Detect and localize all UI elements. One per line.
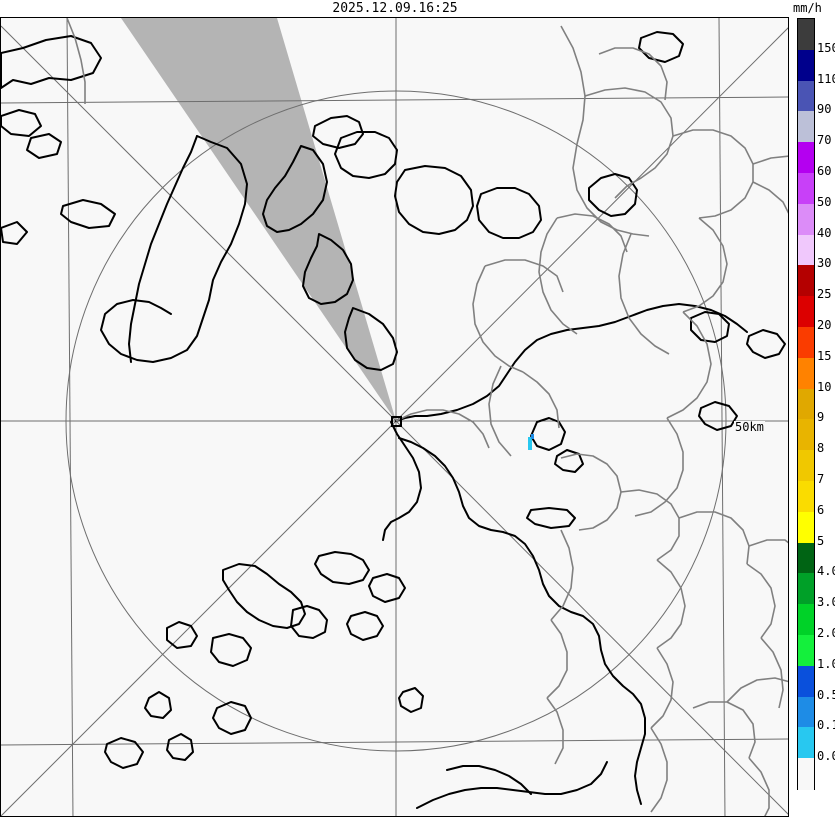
colorbar-tick-20: 20 xyxy=(817,318,832,332)
colorbar-tick-70: 70 xyxy=(817,133,832,148)
colorbar-tick-6: 6 xyxy=(817,502,825,517)
colorbar-band-40-50 xyxy=(798,203,814,236)
colorbar-band-0.5-1.0 xyxy=(798,665,814,698)
colorbar-band-0.1-0.5 xyxy=(798,696,814,728)
coastline-layer xyxy=(1,31,786,809)
colorbar-tick-9: 9 xyxy=(817,410,825,425)
colorbar-band-110-150 xyxy=(798,49,814,82)
radar-map-canvas[interactable] xyxy=(1,18,789,817)
colorbar-tick-3-0: 3.0 xyxy=(817,595,835,610)
colorbar-band-30-40 xyxy=(798,234,814,266)
colorbar-tick-25: 25 xyxy=(817,287,832,302)
colorbar[interactable] xyxy=(797,18,815,790)
radar-azimuth-spokes xyxy=(1,25,788,816)
colorbar-tick-60: 60 xyxy=(817,164,832,178)
colorbar-legend: mm/h 150 110 90 70 60 50 40 30 25 20 15 10 9 8 7 6 5 4.0 3… xyxy=(789,0,835,820)
colorbar-band-6-7 xyxy=(798,481,814,513)
colorbar-unit-label: mm/h xyxy=(793,1,822,15)
precipitation-echo-layer xyxy=(528,434,534,450)
colorbar-tick-4-0: 4.0 xyxy=(817,564,835,579)
colorbar-band-50-60 xyxy=(798,173,814,205)
colorbar-band-2.0-3.0 xyxy=(798,604,814,636)
radar-map-panel[interactable]: 50km xyxy=(0,17,789,817)
range-ring-label: 50km xyxy=(734,420,765,434)
colorbar-band-10-15 xyxy=(798,357,814,390)
colorbar-tick-30: 30 xyxy=(817,256,832,271)
colorbar-tick-8: 8 xyxy=(817,441,825,456)
colorbar-tick-0-0: 0.0 xyxy=(817,749,835,764)
colorbar-tick-0-5: 0.5 xyxy=(817,687,835,702)
beam-blockage-sector xyxy=(121,18,396,421)
colorbar-band-3.0-4.0 xyxy=(798,573,814,605)
admin-boundary-layer xyxy=(66,18,788,816)
colorbar-band-15-20 xyxy=(798,327,814,359)
colorbar-band-60-70 xyxy=(798,142,814,174)
colorbar-tick-5: 5 xyxy=(817,533,825,548)
colorbar-band-under-0.0 xyxy=(798,758,814,790)
colorbar-band-5-6 xyxy=(798,511,814,544)
colorbar-band-4.0-5 xyxy=(798,542,814,574)
colorbar-band-20-25 xyxy=(798,296,814,328)
colorbar-tick-2-0: 2.0 xyxy=(817,626,835,640)
colorbar-band-25-30 xyxy=(798,265,814,297)
colorbar-tick-40: 40 xyxy=(817,225,832,240)
colorbar-tick-0-1: 0.1 xyxy=(817,718,835,733)
colorbar-tick-15: 15 xyxy=(817,348,832,363)
range-ring xyxy=(65,90,727,752)
colorbar-band-over-150 xyxy=(798,19,814,51)
colorbar-band-90-110 xyxy=(798,80,814,112)
radar-site-marker xyxy=(391,416,402,427)
colorbar-band-9-10 xyxy=(798,388,814,420)
colorbar-band-8-9 xyxy=(798,419,814,451)
colorbar-tick-1-0: 1.0 xyxy=(817,656,835,671)
colorbar-band-0.0-0.1 xyxy=(798,727,814,759)
colorbar-tick-50: 50 xyxy=(817,194,832,209)
colorbar-tick-110: 110 xyxy=(817,71,835,86)
colorbar-band-70-90 xyxy=(798,111,814,143)
colorbar-tick-90: 90 xyxy=(817,102,832,117)
page-title: 2025.12.09.16:25 xyxy=(332,1,458,16)
colorbar-tick-10: 10 xyxy=(817,379,832,394)
colorbar-band-1.0-2.0 xyxy=(798,635,814,667)
colorbar-tick-150: 150 xyxy=(817,40,835,55)
colorbar-tick-7: 7 xyxy=(817,472,825,486)
colorbar-band-7-8 xyxy=(798,450,814,482)
